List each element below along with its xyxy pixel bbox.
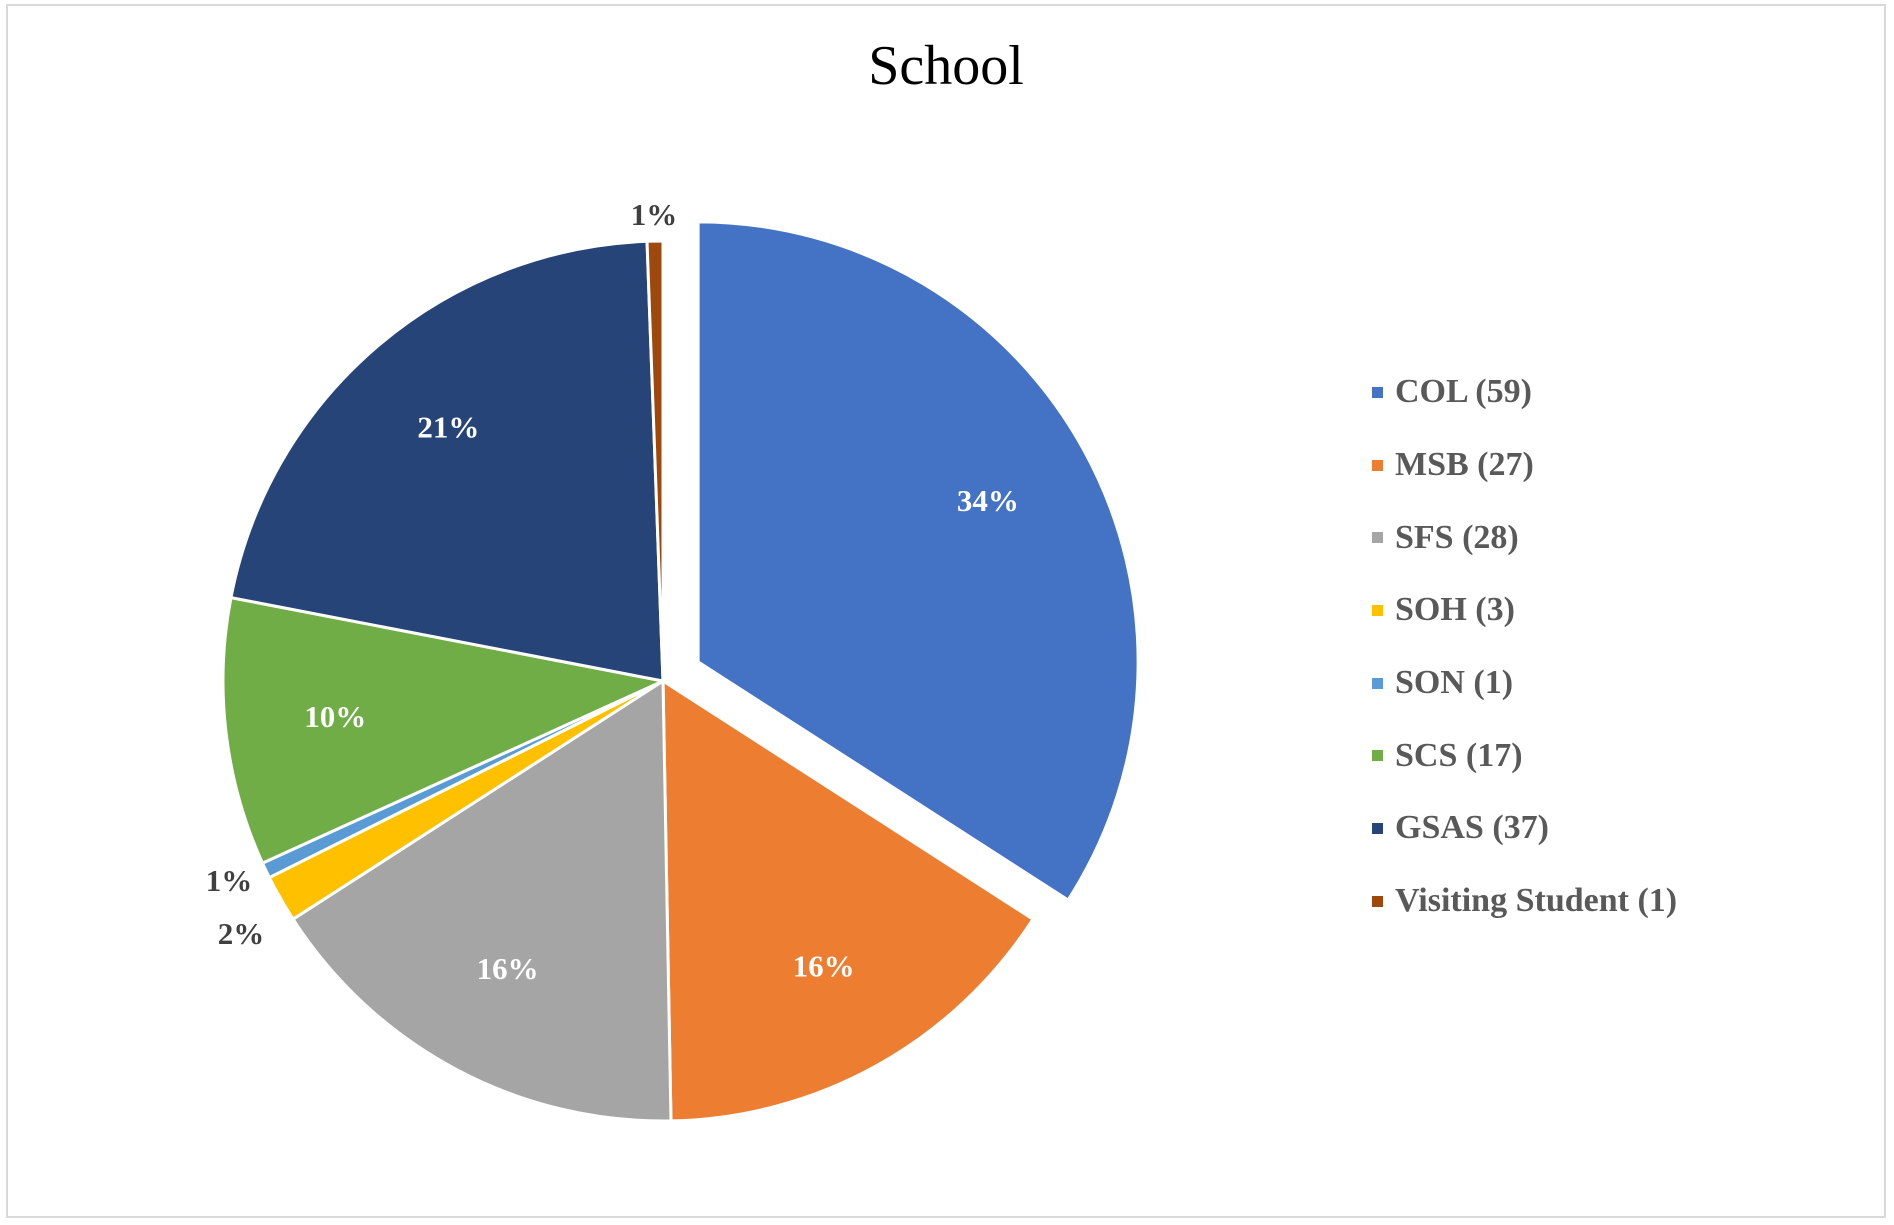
legend-label: SON (1) [1395,664,1514,702]
legend-label: MSB (27) [1395,446,1534,484]
legend-item-5: SCS (17) [1372,719,1677,792]
legend-item-2: SFS (28) [1372,501,1677,574]
data-label-1: 16% [793,948,855,983]
legend-label: GSAS (37) [1395,809,1549,847]
legend-swatch [1372,532,1383,544]
data-label-5: 10% [304,699,366,734]
legend-swatch [1372,386,1383,398]
legend-swatch [1372,677,1383,689]
legend-label: COL (59) [1395,373,1532,411]
pie-slice-5 [221,595,668,866]
data-label-7: 1% [631,197,678,232]
pie-chart: 34% 16% 16% 2% 1% 10% 21% 1% [206,197,1140,1123]
pie-slice-2 [290,678,673,1123]
legend-item-0: COL (59) [1372,356,1677,429]
legend-swatch [1372,459,1383,471]
legend-item-6: GSAS (37) [1372,792,1677,865]
legend-swatch [1372,750,1383,762]
pie-slice-0 [696,220,1140,903]
legend-swatch [1372,822,1383,834]
chart-frame: School 34% 16% 16% 2% 1% 10% 21% 1% COL (59) MSB… [6,4,1886,1218]
pie-slice-1 [661,678,1036,1123]
legend-label: SCS (17) [1395,736,1523,774]
legend-label: SFS (28) [1395,518,1519,556]
legend-swatch [1372,895,1383,907]
legend-label: Visiting Student (1) [1395,882,1678,920]
data-label-0: 34% [957,483,1019,518]
pie-slice-7 [645,239,665,682]
legend: COL (59) MSB (27) SFS (28) SOH (3) SON (1) SC… [1372,356,1677,938]
pie-slice-6 [229,239,665,683]
legend-swatch [1372,604,1383,616]
legend-item-1: MSB (27) [1372,429,1677,502]
legend-item-4: SON (1) [1372,647,1677,720]
legend-item-3: SOH (3) [1372,574,1677,647]
data-label-2: 16% [477,951,539,986]
chart-title: School [868,35,1024,97]
data-label-3: 2% [218,916,265,951]
legend-item-7: Visiting Student (1) [1372,865,1677,938]
legend-label: SOH (3) [1395,591,1515,629]
data-label-4: 1% [206,863,253,898]
data-label-6: 21% [417,409,479,444]
